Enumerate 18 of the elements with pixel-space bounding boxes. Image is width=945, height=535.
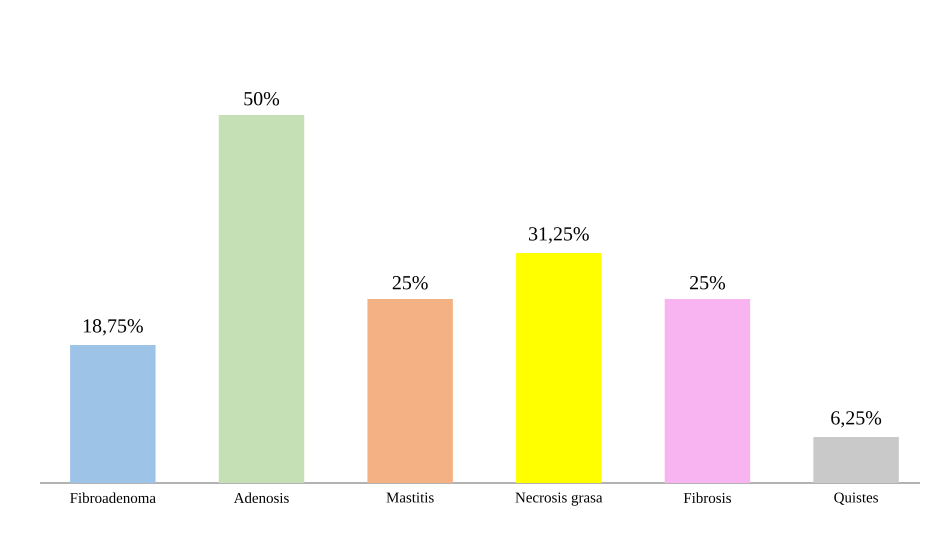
bar: [813, 437, 899, 483]
bar: [516, 253, 602, 483]
data-label: 18,75%: [84, 319, 143, 336]
bar: [664, 299, 750, 483]
data-label: 50%: [244, 92, 280, 106]
x-tick-label: Necrosis grasa: [515, 492, 602, 506]
bar: [218, 115, 304, 483]
bar: [70, 345, 156, 483]
x-tick-label: Adenosis: [234, 492, 289, 504]
data-label: 25%: [690, 276, 726, 290]
x-tick-label: Fibroadenoma: [70, 492, 156, 504]
data-label: 6,25%: [831, 411, 882, 428]
data-label: 31,25%: [529, 227, 589, 244]
x-tick-label: Fibrosis: [684, 492, 731, 504]
data-label: 25%: [392, 276, 428, 290]
x-tick-label: Mastitis: [386, 492, 434, 503]
bar: [367, 299, 453, 483]
x-tick-label: Quistes: [834, 492, 878, 505]
